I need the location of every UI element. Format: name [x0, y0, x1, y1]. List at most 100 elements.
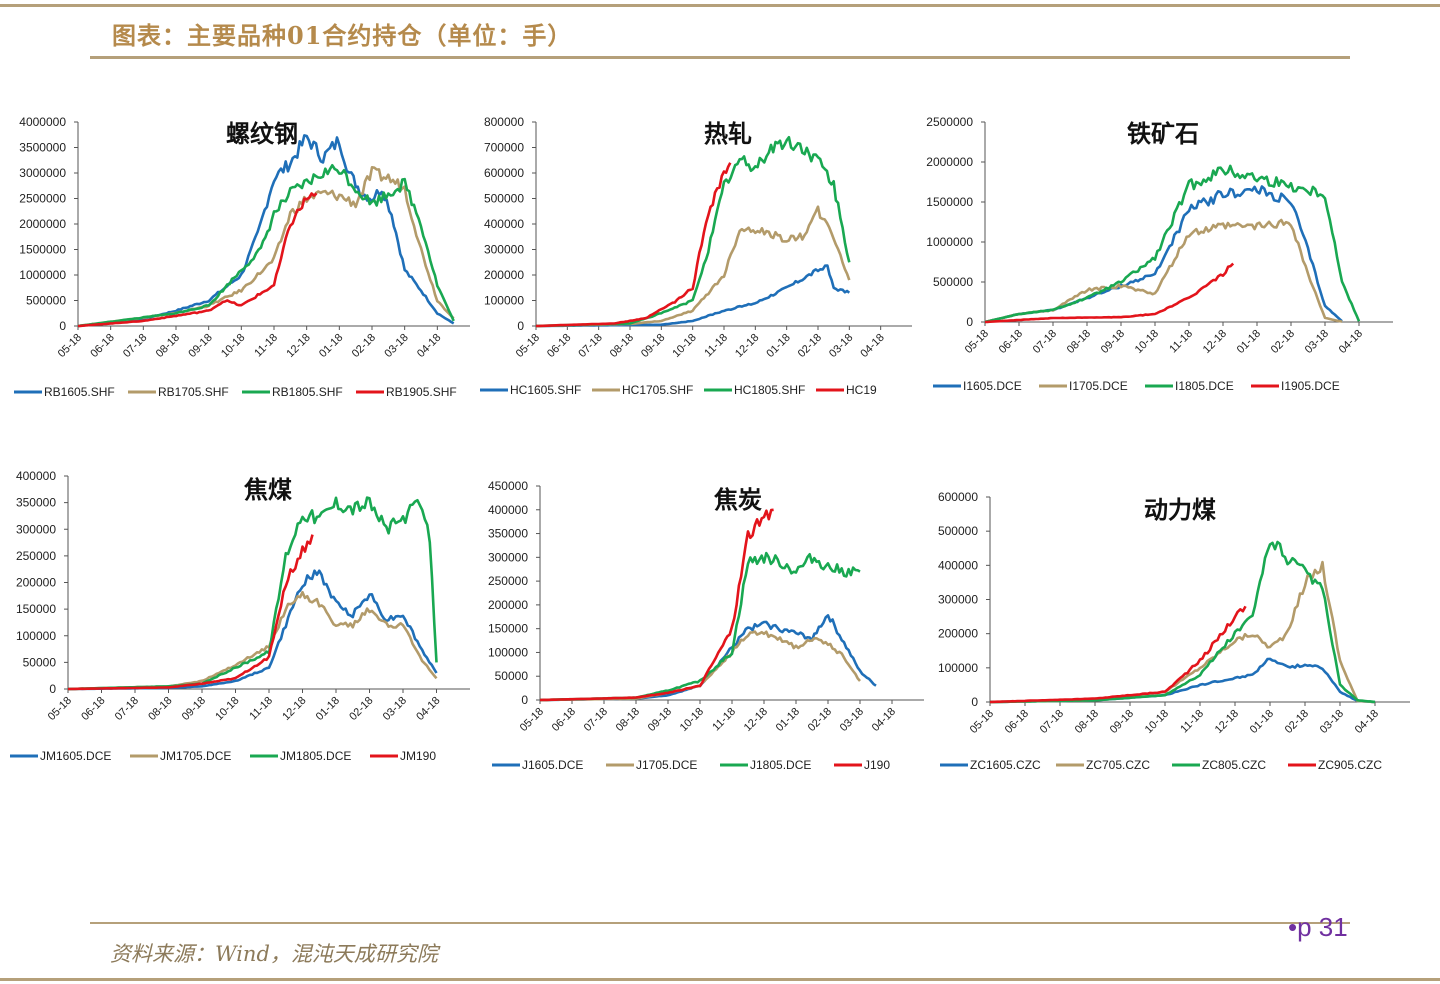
x-tick-label: 11-18	[247, 695, 275, 723]
legend-label: I1805.DCE	[1175, 379, 1234, 393]
y-tick-label: 400000	[16, 469, 56, 483]
legend-label: HC1705.SHF	[622, 383, 693, 397]
y-tick-label: 200000	[938, 627, 978, 641]
legend-label: I1905.DCE	[1281, 379, 1340, 393]
legend-label: J1805.DCE	[750, 758, 811, 772]
x-tick-label: 08-18	[608, 332, 636, 360]
series-line-j1605-dce	[540, 614, 877, 702]
legend-label: ZC805.CZC	[1202, 758, 1266, 772]
y-tick-label: 1500000	[19, 243, 66, 257]
y-tick-label: 150000	[488, 622, 528, 636]
x-tick-label: 11-18	[702, 332, 730, 360]
y-tick-label: 1000000	[926, 235, 973, 249]
y-tick-label: 300000	[938, 593, 978, 607]
x-tick-label: 10-18	[678, 706, 706, 734]
x-tick-label: 09-18	[186, 332, 214, 360]
chart-iron-ore: 0 500000 1000000 1500000 2000000 2500000 05-18…	[926, 115, 1393, 393]
series-line-i1605-dce	[984, 185, 1343, 324]
chart-title: 焦炭	[714, 486, 762, 514]
legend-label: JM1805.DCE	[280, 749, 351, 763]
x-tick-label: 03-18	[827, 332, 855, 360]
y-tick-label: 3500000	[19, 141, 66, 155]
legend-label: RB1605.SHF	[44, 385, 115, 399]
chart-title: 热轧	[704, 120, 752, 148]
x-tick-label: 07-18	[1038, 708, 1066, 736]
x-tick-label: 10-18	[1133, 328, 1161, 356]
x-tick-label: 11-18	[710, 706, 738, 734]
x-tick-label: 02-18	[1269, 328, 1297, 356]
x-tick-label: 10-18	[1143, 708, 1171, 736]
footer-rule	[90, 922, 1350, 924]
x-tick-label: 09-18	[180, 695, 208, 723]
series-line-j1705-dce	[539, 630, 861, 702]
legend-label: JM1605.DCE	[40, 749, 111, 763]
series-line-j1805-dce	[540, 551, 861, 702]
series-line-jm1805-dce	[67, 496, 438, 691]
x-tick-label: 05-18	[46, 695, 74, 723]
y-tick-label: 0	[971, 695, 978, 709]
legend-label: ZC1605.CZC	[970, 758, 1041, 772]
y-tick-label: 350000	[16, 496, 56, 510]
y-tick-label: 300000	[16, 522, 56, 536]
x-tick-label: 01-18	[314, 695, 342, 723]
series-line-hc1705-shf	[536, 205, 851, 328]
series-line-zc905-czc	[989, 605, 1247, 704]
x-tick-label: 12-18	[1201, 328, 1229, 356]
x-tick-label: 04-18	[414, 695, 442, 723]
y-tick-label: 100000	[16, 629, 56, 643]
series-line-i1805-dce	[984, 164, 1361, 324]
x-tick-label: 05-18	[518, 706, 546, 734]
x-tick-label: 03-18	[838, 706, 866, 734]
x-tick-label: 07-18	[582, 706, 610, 734]
y-tick-label: 300000	[488, 550, 528, 564]
y-tick-label: 2500000	[19, 192, 66, 206]
y-tick-label: 200000	[484, 268, 524, 282]
series-line-jm190	[68, 534, 314, 691]
series-line-j190	[539, 508, 774, 702]
header-rule	[90, 56, 1350, 59]
legend-label: J190	[864, 758, 890, 772]
page-number: •p 31	[1288, 912, 1348, 942]
x-tick-label: 05-18	[968, 708, 996, 736]
x-tick-label: 06-18	[88, 332, 116, 360]
y-tick-label: 200000	[488, 598, 528, 612]
x-tick-label: 10-18	[213, 695, 241, 723]
x-tick-label: 06-18	[997, 328, 1025, 356]
x-tick-label: 10-18	[219, 332, 247, 360]
x-tick-label: 05-18	[963, 328, 991, 356]
x-tick-label: 02-18	[796, 332, 824, 360]
y-tick-label: 2500000	[926, 115, 973, 129]
y-tick-label: 0	[49, 682, 56, 696]
x-tick-label: 04-18	[858, 332, 886, 360]
series-line-rb1705-shf	[77, 166, 455, 328]
y-tick-label: 1500000	[926, 195, 973, 209]
x-tick-label: 08-18	[154, 332, 182, 360]
x-tick-label: 09-18	[639, 332, 667, 360]
series-line-hc1805-shf	[536, 135, 851, 328]
y-tick-label: 4000000	[19, 115, 66, 129]
y-tick-label: 400000	[484, 217, 524, 231]
chart-title: 铁矿石	[1127, 120, 1199, 148]
y-tick-label: 250000	[16, 549, 56, 563]
chart-coking-coal: 0 50000 100000 150000 200000 250000 300000 3500…	[10, 469, 470, 763]
series-line-rb1905-shf	[77, 192, 318, 328]
chart-title: 焦煤	[244, 476, 292, 504]
chart-hot-coil: 0 100000 200000 300000 400000 500000 600000 700…	[480, 115, 912, 397]
page-title: 图表：主要品种01合约持仓（单位：手）	[112, 21, 573, 50]
legend-label: RB1905.SHF	[386, 385, 457, 399]
x-tick-label: 07-18	[113, 695, 141, 723]
y-tick-label: 200000	[16, 576, 56, 590]
x-tick-label: 08-18	[1065, 328, 1093, 356]
y-tick-label: 300000	[484, 243, 524, 257]
x-tick-label: 02-18	[350, 332, 378, 360]
y-tick-label: 3000000	[19, 166, 66, 180]
y-tick-label: 1000000	[19, 268, 66, 282]
y-tick-label: 100000	[488, 645, 528, 659]
y-tick-label: 400000	[938, 558, 978, 572]
chart-title: 动力煤	[1144, 496, 1216, 524]
x-tick-label: 06-18	[545, 332, 573, 360]
chart-title: 螺纹钢	[226, 120, 298, 148]
x-tick-label: 03-18	[382, 332, 410, 360]
x-tick-label: 06-18	[1003, 708, 1031, 736]
legend-label: RB1705.SHF	[158, 385, 229, 399]
